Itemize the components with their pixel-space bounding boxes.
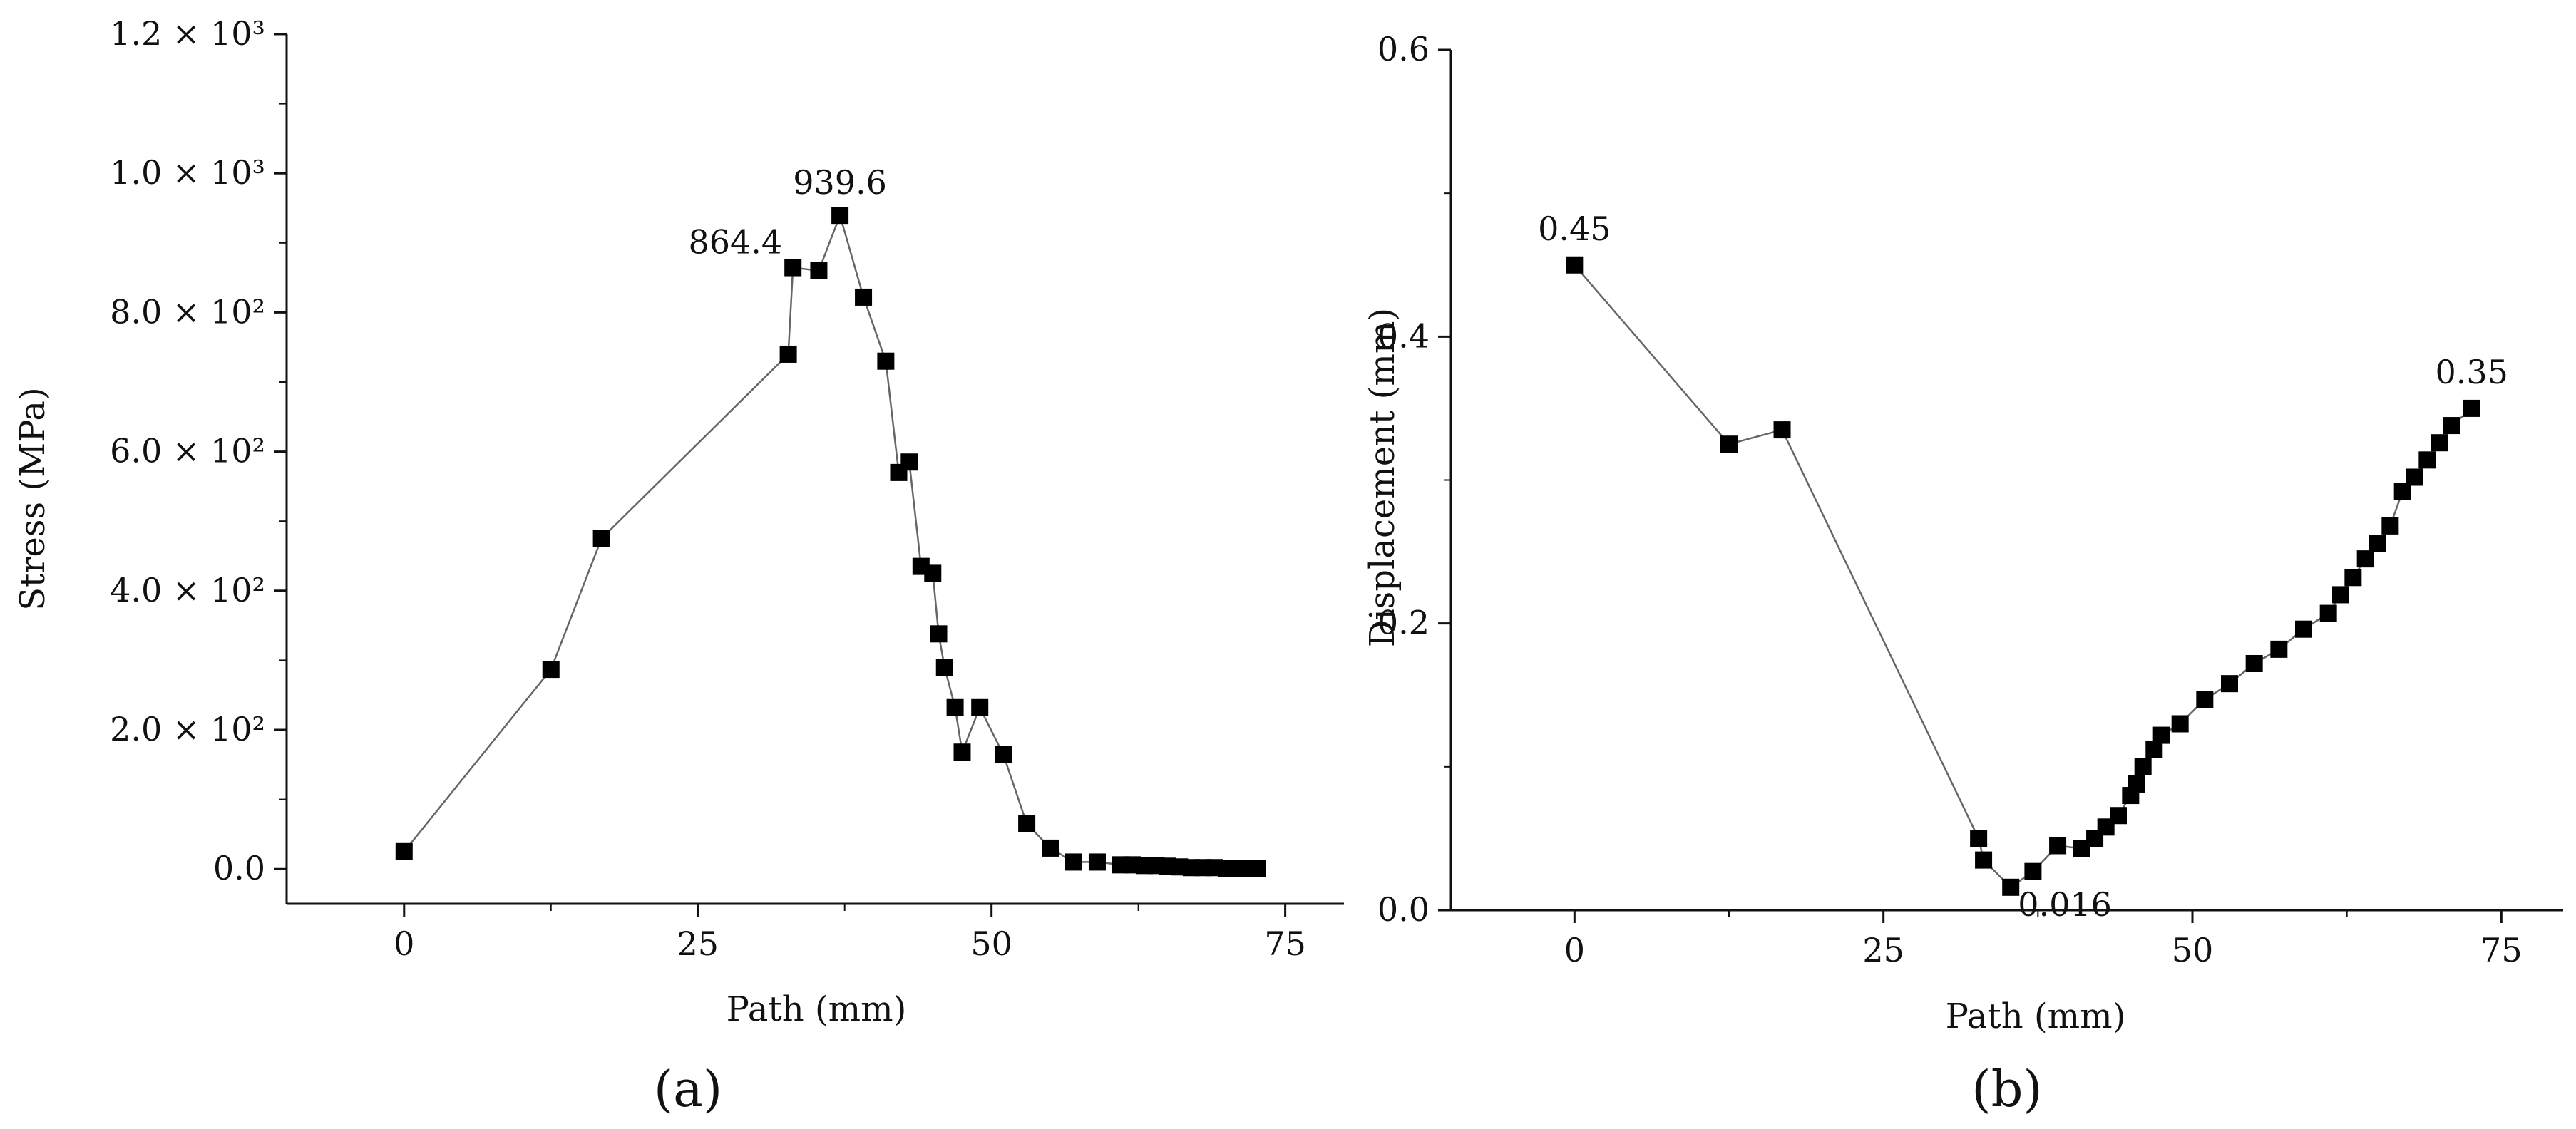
x-tick-label: 50 — [2172, 931, 2214, 969]
y-axis-title: Stress (MPa) — [13, 387, 53, 610]
data-point — [924, 564, 942, 582]
data-point — [953, 743, 971, 761]
data-point — [2369, 535, 2386, 552]
data-point — [900, 453, 918, 471]
x-ticks: 0 25 50 75 — [394, 904, 1306, 963]
data-point — [1975, 851, 1993, 869]
data-point — [995, 746, 1012, 763]
data-annotation: 0.016 — [2018, 885, 2112, 924]
data-point — [542, 661, 560, 679]
data-point — [2356, 550, 2374, 568]
data-point — [946, 698, 964, 716]
data-annotation: 939.6 — [793, 163, 887, 202]
y-tick-label: 4.0 × 10² — [110, 571, 265, 609]
data-point — [2344, 569, 2362, 587]
x-tick-label: 0 — [1564, 931, 1585, 969]
stress-chart: 0 25 50 75 0.0 2.0 × 10² 4.0 × 10² 6.0 × 10² 8.… — [13, 14, 1344, 1118]
y-tick-label: 0.4 — [1377, 316, 1430, 355]
series-layer — [395, 207, 1266, 877]
data-point — [592, 530, 610, 547]
data-annotation: 864.4 — [688, 223, 782, 262]
data-point — [2332, 586, 2349, 604]
data-point — [855, 288, 873, 306]
data-point — [2152, 726, 2170, 744]
panel-label-a: (a) — [654, 1060, 722, 1118]
data-point — [1248, 860, 1266, 877]
data-point — [2319, 604, 2337, 622]
y-tick-label: 0.6 — [1377, 30, 1430, 68]
data-point — [2463, 399, 2480, 417]
data-point — [877, 352, 895, 370]
x-axis-title: Path (mm) — [1946, 996, 2126, 1036]
data-point — [1773, 421, 1791, 439]
x-tick-label: 75 — [1264, 924, 1306, 963]
x-tick-label: 25 — [677, 924, 719, 963]
data-point — [1065, 853, 1083, 871]
data-point — [2171, 715, 2189, 733]
y-ticks: 0.0 2.0 × 10² 4.0 × 10² 6.0 × 10² 8.0 × 10² 1… — [110, 14, 287, 887]
series-line — [1574, 264, 2473, 889]
data-annotation: 0.45 — [1538, 210, 1611, 248]
y-tick-label: 6.0 × 10² — [110, 432, 265, 470]
data-point — [1720, 435, 1738, 453]
x-tick-label: 75 — [2480, 931, 2523, 969]
x-tick-label: 50 — [970, 924, 1012, 963]
data-point — [2221, 675, 2238, 693]
data-point — [784, 259, 802, 277]
y-ticks: 0.0 0.2 0.4 0.6 — [1377, 30, 1451, 929]
data-point — [2196, 691, 2214, 708]
data-point — [930, 625, 948, 643]
y-tick-label: 1.0 × 10³ — [110, 153, 265, 192]
data-point — [1042, 839, 1059, 857]
data-point — [831, 207, 849, 225]
y-tick-label: 0.2 — [1377, 604, 1430, 642]
data-point — [971, 698, 989, 716]
data-point — [2381, 517, 2399, 535]
data-point — [779, 345, 797, 363]
x-ticks: 0 25 50 75 — [1564, 910, 2523, 969]
series-layer — [1566, 256, 2480, 896]
data-point — [1566, 256, 1584, 274]
y-tick-label: 0.0 — [213, 849, 265, 887]
data-point — [2418, 451, 2436, 469]
data-point — [2145, 741, 2163, 758]
data-point — [2443, 417, 2460, 435]
y-tick-label: 2.0 × 10² — [110, 710, 265, 748]
data-point — [2024, 862, 2042, 880]
data-point — [1088, 853, 1106, 871]
data-point — [2002, 878, 2020, 896]
y-tick-label: 8.0 × 10² — [110, 292, 265, 331]
panel-label-b: (b) — [1971, 1060, 2042, 1118]
data-point — [2134, 758, 2152, 775]
y-axis-title: Displacement (mm) — [1363, 308, 1402, 647]
data-point — [2049, 837, 2067, 855]
data-point — [810, 262, 828, 279]
data-point — [935, 659, 953, 676]
data-point — [2110, 807, 2127, 825]
annotations-layer: 0.45 0.016 0.35 — [1538, 210, 2508, 924]
y-tick-label: 0.0 — [1377, 890, 1430, 929]
data-point — [2406, 468, 2423, 486]
x-tick-label: 0 — [394, 924, 414, 963]
data-point — [2270, 640, 2288, 658]
y-tick-label: 1.2 × 10³ — [110, 14, 265, 53]
data-point — [2393, 483, 2411, 500]
data-annotation: 0.35 — [2436, 353, 2508, 391]
data-point — [2295, 620, 2312, 638]
x-tick-label: 25 — [1862, 931, 1904, 969]
data-point — [395, 842, 413, 860]
series-line — [403, 212, 1258, 870]
data-point — [2245, 654, 2263, 672]
annotations-layer: 864.4 939.6 — [688, 163, 886, 261]
data-point — [1970, 830, 1988, 847]
displacement-chart: 0 25 50 75 0.0 0.2 0.4 0.6 0.45 0.016 0.35 Path … — [1363, 30, 2563, 1118]
data-point — [2431, 434, 2448, 452]
data-point — [1018, 815, 1036, 832]
data-point — [2128, 775, 2145, 793]
x-axis-title: Path (mm) — [727, 989, 907, 1029]
